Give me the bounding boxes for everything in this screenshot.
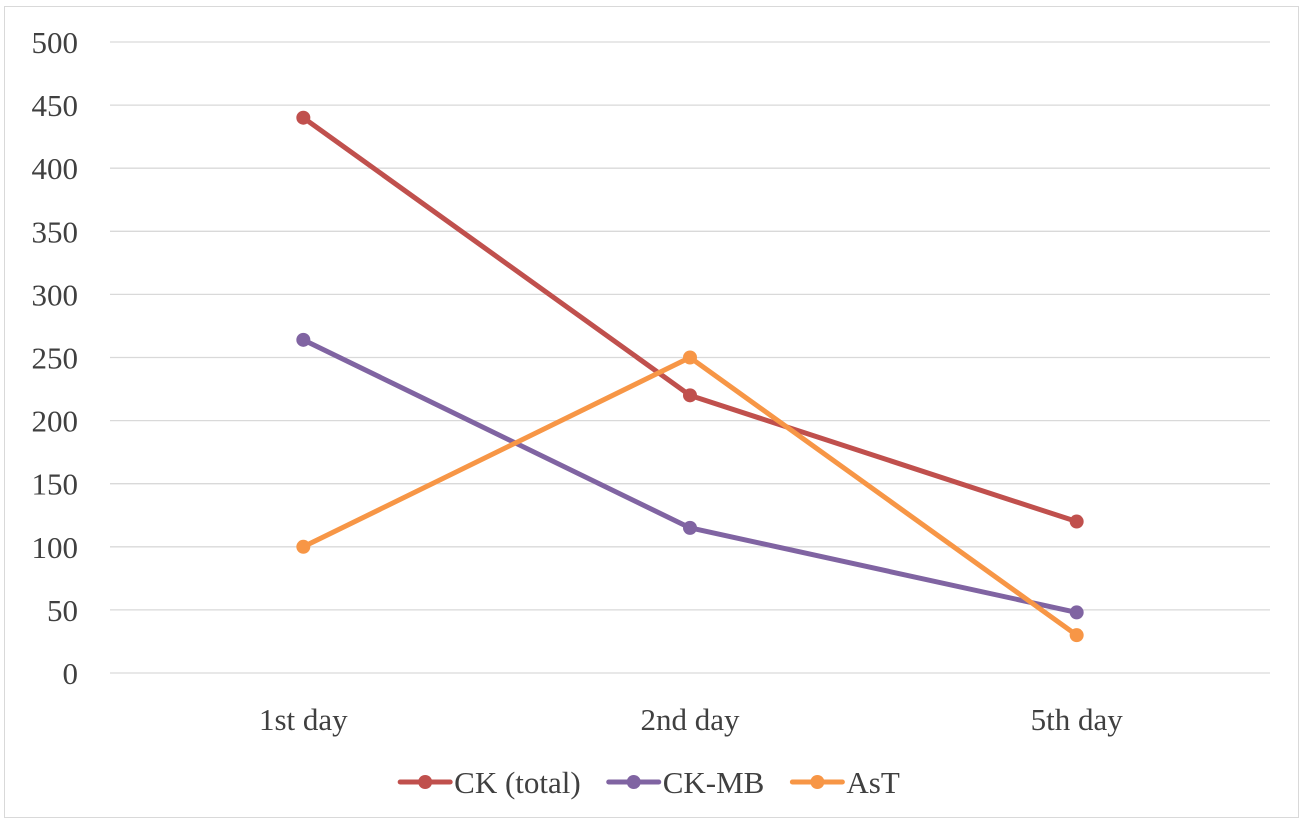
- x-tick-label: 5th day: [1031, 702, 1124, 737]
- legend-item: CK (total): [397, 765, 581, 800]
- series-line: [300, 337, 1080, 615]
- data-point: [1069, 605, 1084, 620]
- data-point: [683, 520, 697, 535]
- legend-label: CK-MB: [663, 765, 765, 800]
- y-tick-label: 250: [32, 341, 79, 376]
- y-tick-label: 150: [32, 467, 79, 502]
- series-lines: [296, 110, 1084, 643]
- legend-label: AsT: [846, 765, 899, 800]
- y-tick-label: 200: [32, 404, 79, 439]
- y-tick-label: 100: [32, 530, 79, 565]
- x-tick-label: 1st day: [259, 702, 348, 737]
- legend-label: CK (total): [454, 765, 581, 800]
- y-tick-label: 450: [32, 88, 79, 123]
- data-point: [683, 350, 697, 365]
- legend-item: CK-MB: [606, 765, 765, 800]
- data-point: [296, 110, 311, 125]
- x-tick-label: 2nd day: [640, 702, 740, 737]
- data-point: [296, 332, 311, 347]
- series-0: [296, 110, 1084, 529]
- y-tick-label: 400: [32, 151, 79, 186]
- y-tick-label: 50: [47, 593, 78, 628]
- data-point: [296, 539, 311, 554]
- y-axis-ticks: 0 50 100 150 200 250 300 350 400 450 500: [32, 25, 79, 691]
- chart-frame: [4, 6, 1299, 818]
- legend-swatch-marker: [418, 775, 433, 789]
- x-axis-ticks: 1st day 2nd day 5th day: [259, 702, 1123, 737]
- legend-swatch-marker: [626, 775, 641, 789]
- legend-item: AsT: [789, 765, 900, 800]
- series-2: [296, 350, 1084, 643]
- y-tick-label: 350: [32, 214, 79, 249]
- y-tick-label: 500: [32, 25, 79, 60]
- gridlines: [110, 41, 1270, 674]
- series-1: [296, 332, 1084, 620]
- data-point: [1069, 628, 1084, 643]
- y-tick-label: 300: [32, 277, 79, 312]
- y-tick-label: 0: [63, 656, 79, 691]
- legend-swatch-marker: [810, 775, 825, 789]
- series-line: [300, 115, 1080, 525]
- legend: CK (total) CK-MB AsT: [397, 765, 900, 800]
- data-point: [1069, 514, 1084, 529]
- data-point: [683, 388, 697, 403]
